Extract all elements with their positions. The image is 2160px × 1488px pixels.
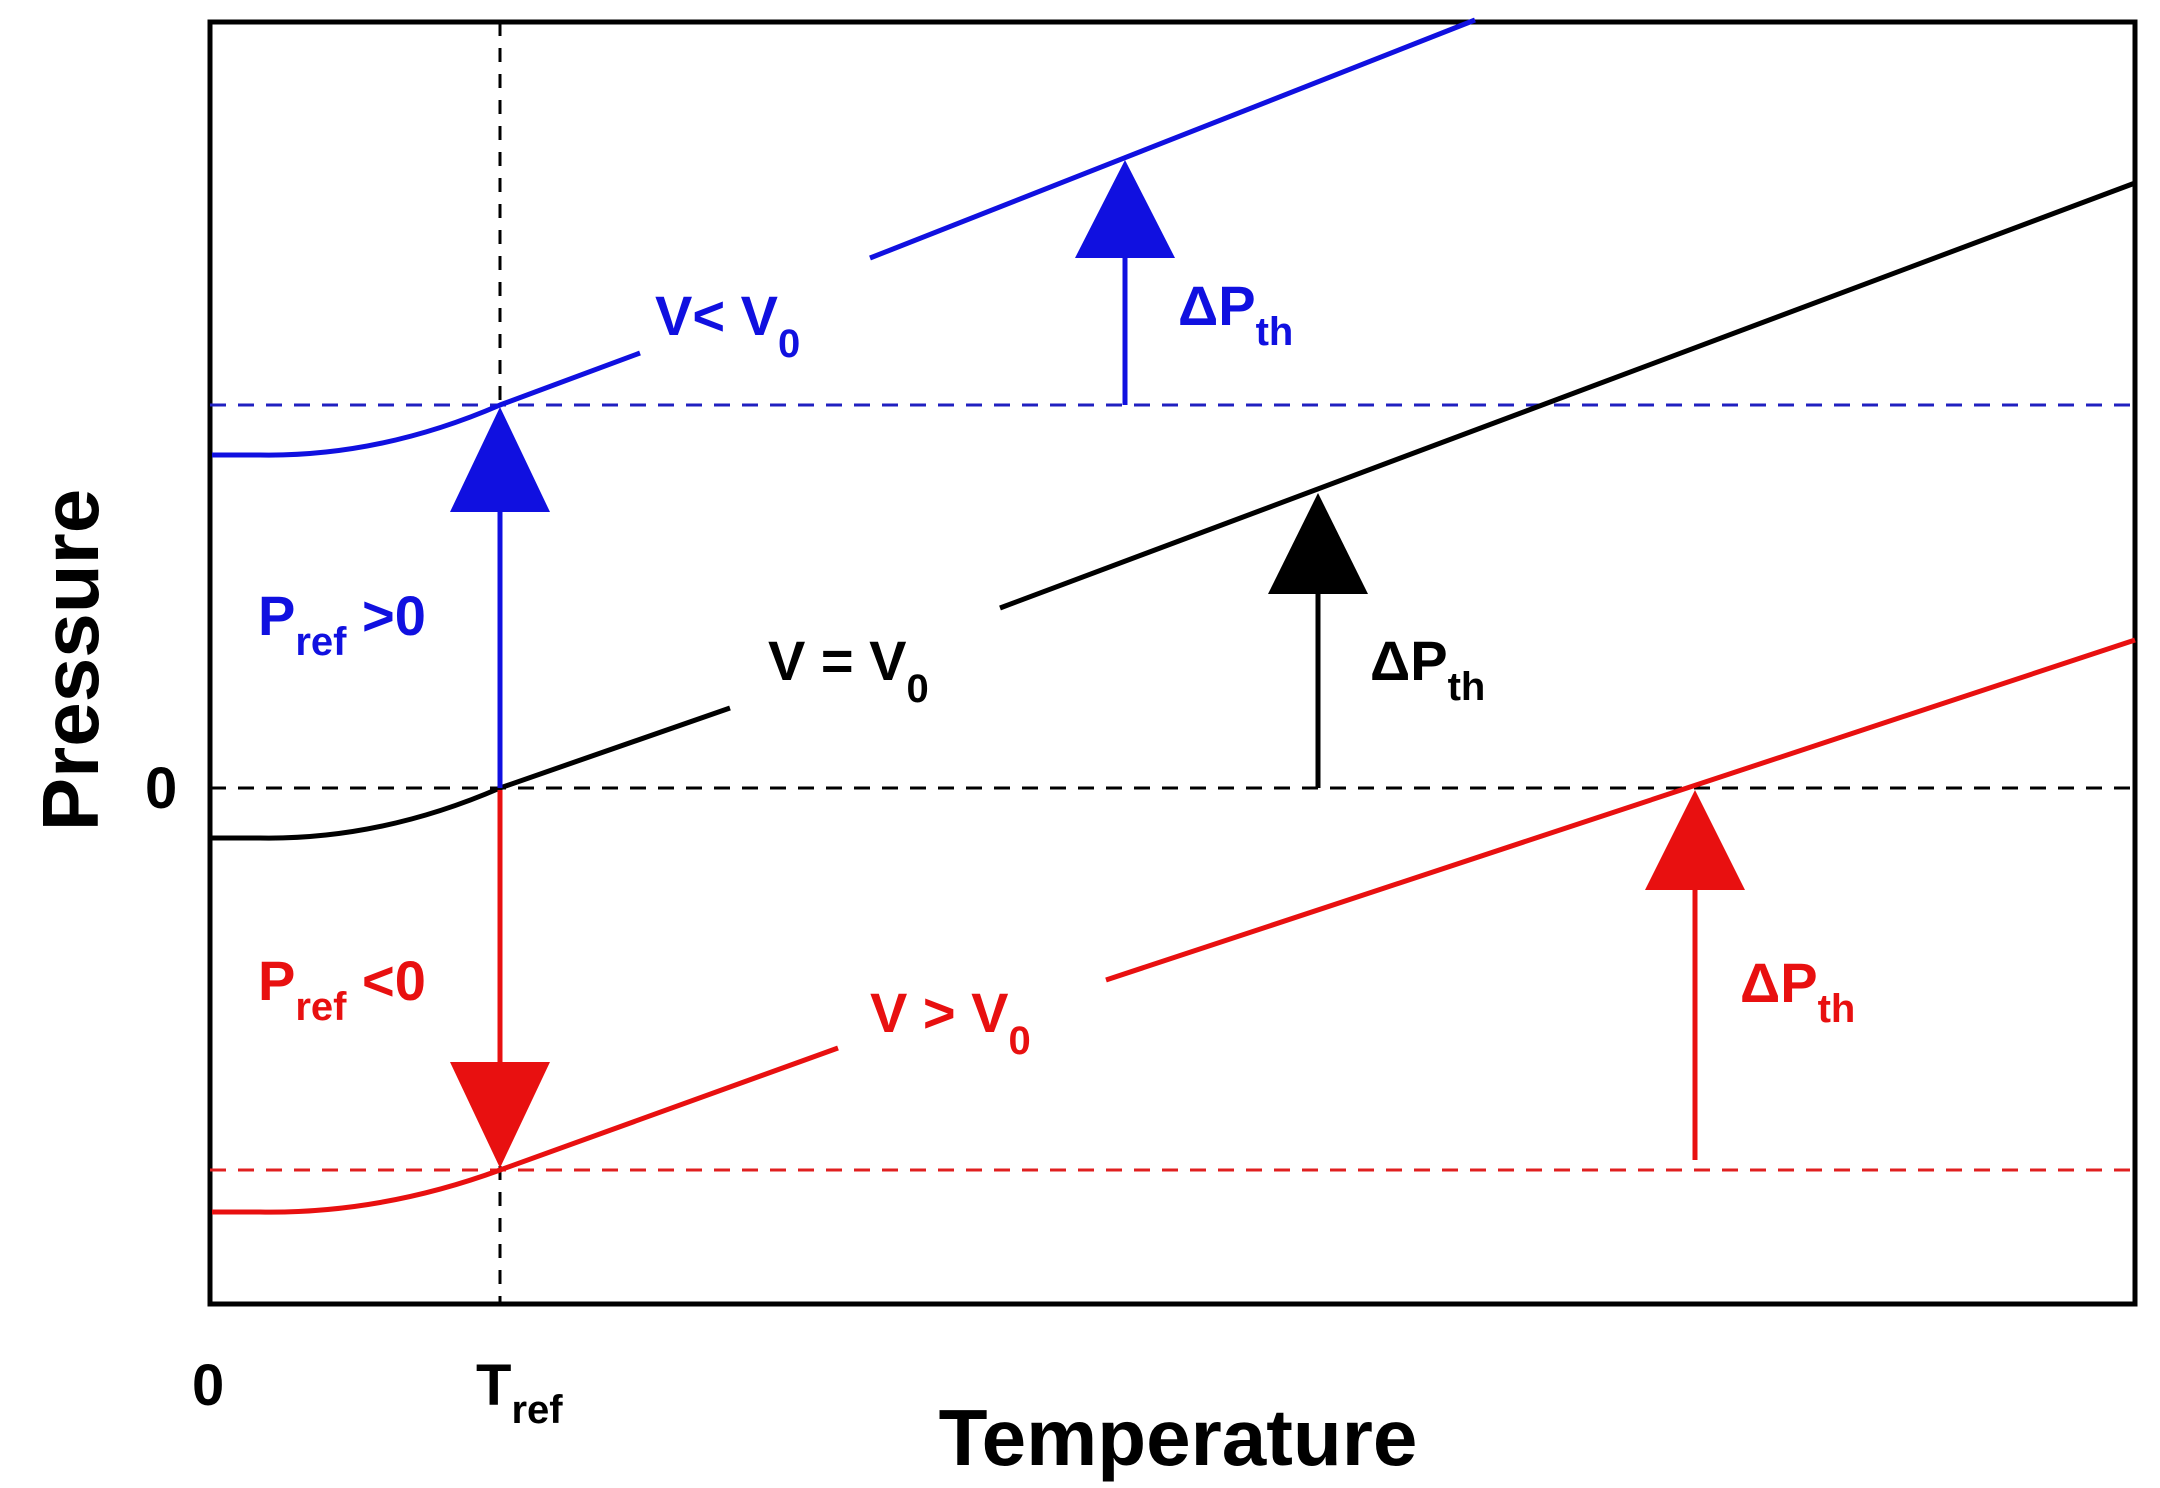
delta-blue-arrow-head bbox=[1075, 160, 1175, 258]
x-axis-title: Temperature bbox=[939, 1393, 1418, 1482]
red-curve-segment-2 bbox=[1105, 637, 2136, 983]
x-tick-tref: Tref bbox=[476, 1353, 563, 1432]
pref-negative-label: Pref <0 bbox=[258, 949, 426, 1029]
y-axis-title: Pressure bbox=[26, 489, 115, 831]
blue-curve-label: V< V0 bbox=[655, 284, 800, 366]
pref-negative-arrow-head bbox=[450, 1062, 550, 1168]
plot-frame bbox=[207, 19, 2138, 1307]
delta-black-arrow-head bbox=[1268, 493, 1368, 594]
delta-red-label: ΔPth bbox=[1740, 951, 1855, 1031]
delta-black-label: ΔPth bbox=[1370, 629, 1485, 709]
x-tick-zero: 0 bbox=[192, 1353, 224, 1418]
delta-red-arrow-head bbox=[1645, 790, 1745, 890]
delta-blue-label: ΔPth bbox=[1178, 274, 1293, 354]
blue-curve-segment-2 bbox=[869, 17, 1476, 261]
black-curve-label: V = V0 bbox=[768, 629, 929, 711]
pref-positive-label: Pref >0 bbox=[258, 584, 426, 664]
blue-curve-segment-1 bbox=[212, 350, 641, 458]
black-curve-segment-1 bbox=[212, 705, 731, 841]
y-tick-zero: 0 bbox=[145, 756, 177, 821]
red-curve-segment-1 bbox=[212, 1045, 839, 1215]
pref-positive-arrow-head bbox=[450, 407, 550, 512]
red-curve-label: V > V0 bbox=[870, 981, 1031, 1063]
black-curve-segment-2 bbox=[999, 180, 2136, 611]
